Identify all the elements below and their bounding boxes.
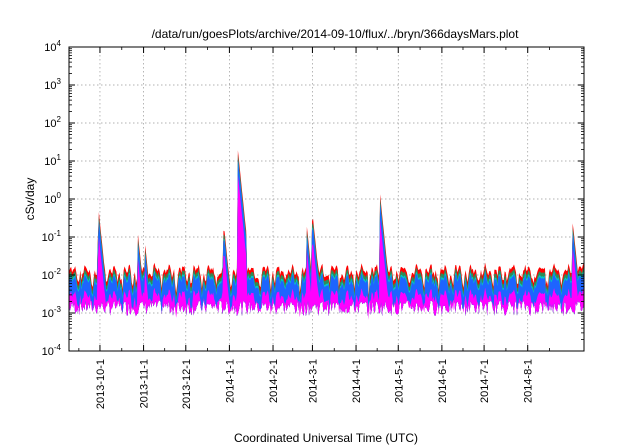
x-tick-label: 2014-6-1 [437,359,449,403]
x-tick-label: 2014-7-1 [479,359,491,403]
y-tick-label: 10-3 [42,305,62,320]
axis-ticks: 10-4 10-3 10-2 10-1 100 101 102 103 104 2013-10-1… [42,39,584,409]
series-area-4 [69,160,584,317]
x-tick-label: 2013-12-1 [181,359,193,409]
y-tick-label: 10-2 [42,267,62,282]
y-tick-label: 101 [44,153,61,168]
x-tick-label: 2014-5-1 [393,359,405,403]
y-tick-label: 103 [44,77,61,92]
x-tick-label: 2014-1-1 [224,359,236,403]
x-tick-label: 2013-11-1 [139,359,151,408]
y-tick-label: 100 [44,191,61,206]
series-area-5 [69,175,584,320]
y-axis-label: cSv/day [23,178,37,221]
y-tick-label: 10-4 [42,343,62,358]
x-tick-label: 2014-4-1 [351,359,363,403]
x-tick-label: 2013-10-1 [95,359,107,409]
x-tick-label: 2014-3-1 [307,359,319,403]
x-axis-label: Coordinated Universal Time (UTC) [234,431,418,445]
x-tick-label: 2014-2-1 [268,359,280,403]
x-tick-label: 2014-8-1 [523,359,535,403]
y-tick-label: 102 [44,115,61,130]
chart-title: /data/run/goesPlots/archive/2014-09-10/f… [152,27,520,41]
y-tick-label: 104 [44,39,61,54]
series-layer [69,150,584,320]
y-tick-label: 10-1 [42,229,62,244]
